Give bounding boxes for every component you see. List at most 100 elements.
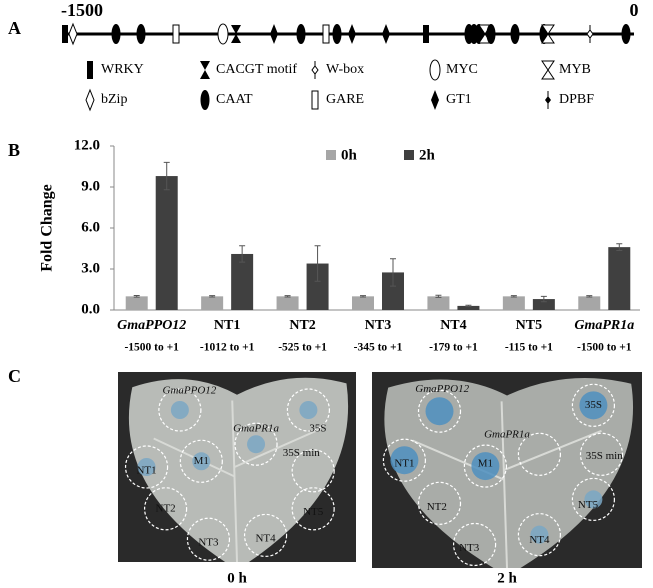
error-bar bbox=[540, 295, 547, 303]
spot-label: NT4 bbox=[255, 533, 276, 545]
spot-label: NT5 bbox=[303, 506, 324, 518]
gt1-symbol bbox=[382, 24, 390, 44]
caat-symbol bbox=[296, 24, 306, 44]
dpbf-symbol bbox=[545, 96, 551, 104]
infiltration-ring bbox=[517, 513, 562, 557]
caat-symbol bbox=[111, 24, 121, 44]
gus-stain bbox=[170, 401, 189, 419]
error-bar bbox=[435, 294, 442, 298]
error-bar bbox=[133, 295, 140, 298]
spot-label: GmaPPO12 bbox=[415, 383, 469, 395]
infiltration-ring bbox=[286, 388, 330, 432]
gus-stain bbox=[192, 452, 211, 471]
gus-stain bbox=[425, 397, 454, 426]
myb-symbol bbox=[541, 60, 555, 80]
error-bar bbox=[616, 243, 623, 252]
image-caption: 2 h bbox=[497, 570, 517, 586]
gare-symbol bbox=[322, 24, 330, 44]
infiltration-ring bbox=[124, 445, 169, 489]
gus-stain bbox=[299, 401, 318, 419]
bar bbox=[276, 296, 299, 310]
caat-symbol bbox=[486, 24, 496, 44]
panel-label: C bbox=[8, 366, 21, 386]
legend-label: 2h bbox=[419, 147, 436, 163]
gus-stain bbox=[579, 391, 608, 420]
gus-stain bbox=[584, 490, 603, 509]
bar bbox=[306, 263, 329, 310]
bar bbox=[231, 253, 254, 310]
bzip-symbol bbox=[68, 22, 78, 46]
infiltration-ring bbox=[144, 487, 188, 531]
wrky-symbol bbox=[87, 61, 93, 79]
myc-symbol bbox=[217, 23, 229, 45]
promoter-start: -1500 bbox=[61, 0, 103, 20]
legend-label: DPBF bbox=[559, 92, 594, 107]
error-bar bbox=[510, 295, 517, 298]
x-tick-sublabel: -525 to +1 bbox=[278, 342, 327, 354]
gus-stain bbox=[247, 435, 266, 454]
caat-symbol bbox=[510, 24, 520, 44]
infiltration-ring bbox=[382, 438, 426, 482]
bar bbox=[457, 305, 480, 310]
legend-label: CACGT motif bbox=[216, 62, 297, 77]
bar bbox=[502, 296, 525, 310]
image-caption: 0 h bbox=[227, 570, 247, 586]
infiltration-ring bbox=[291, 449, 335, 493]
caat-symbol bbox=[621, 24, 631, 44]
x-tick-label: NT5 bbox=[516, 318, 542, 333]
gt1-symbol bbox=[431, 90, 439, 110]
bar bbox=[155, 176, 178, 310]
bar bbox=[352, 296, 374, 310]
infiltration-ring bbox=[453, 522, 497, 567]
spot-label: GmaPR1a bbox=[484, 428, 530, 440]
gt1-symbol bbox=[270, 24, 278, 44]
y-tick-label: 0.0 bbox=[81, 301, 100, 317]
legend-swatch bbox=[326, 150, 336, 160]
spot-label: GmaPR1a bbox=[233, 423, 279, 435]
leaf-images: GmaPPO12 35S M1 GmaPR1a 35S min NT1 NT2 NT5 NT3 N… bbox=[118, 372, 642, 586]
gus-stain bbox=[530, 525, 549, 544]
spot-label: 35S min bbox=[586, 450, 623, 462]
y-tick-label: 9.0 bbox=[81, 178, 100, 194]
bar bbox=[532, 299, 555, 310]
wrky-symbol bbox=[423, 25, 429, 43]
spot-label: 35S bbox=[309, 423, 326, 435]
spot-label: NT2 bbox=[427, 501, 447, 513]
error-bar bbox=[390, 258, 396, 287]
myc-symbol bbox=[429, 59, 441, 81]
x-tick-label: NT4 bbox=[440, 318, 466, 333]
caat-symbol bbox=[136, 24, 146, 44]
x-tick-sublabel: -1500 to +1 bbox=[577, 342, 632, 354]
infiltration-ring bbox=[571, 383, 616, 427]
legend-label: W-box bbox=[326, 62, 364, 77]
leaf bbox=[384, 378, 634, 568]
spot-label: NT1 bbox=[394, 458, 414, 470]
infiltration-ring bbox=[417, 389, 462, 433]
infiltration-ring bbox=[179, 439, 223, 483]
cacgt-symbol bbox=[231, 25, 241, 43]
x-tick-label: NT2 bbox=[289, 318, 315, 333]
spot-label: NT1 bbox=[136, 464, 156, 476]
gare-symbol bbox=[172, 24, 180, 44]
error-bar bbox=[314, 245, 321, 282]
legend-label: GT1 bbox=[446, 92, 472, 107]
gus-stain bbox=[137, 458, 156, 476]
legend-label: bZip bbox=[101, 92, 127, 107]
error-bar bbox=[360, 295, 366, 298]
bzip-symbol bbox=[85, 88, 95, 112]
x-tick-sublabel: -345 to +1 bbox=[354, 342, 403, 354]
panel-label: A bbox=[8, 18, 21, 38]
spot-label: NT3 bbox=[459, 542, 480, 554]
legend-label: WRKY bbox=[101, 62, 144, 77]
spot-label: NT4 bbox=[529, 534, 550, 546]
bar bbox=[427, 296, 450, 310]
spot-label: NT5 bbox=[578, 499, 599, 511]
x-tick-label: NT1 bbox=[214, 318, 240, 333]
myb-symbol bbox=[541, 24, 555, 44]
legend-label: MYC bbox=[446, 62, 478, 77]
spot-label: 35S min bbox=[283, 447, 320, 459]
gus-stain bbox=[390, 446, 419, 475]
bar bbox=[201, 296, 224, 310]
error-bar bbox=[239, 245, 246, 263]
